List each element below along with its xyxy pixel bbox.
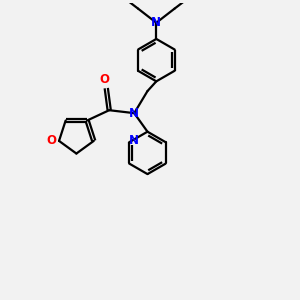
Text: N: N	[128, 134, 139, 147]
Text: O: O	[46, 134, 56, 147]
Text: N: N	[151, 16, 161, 29]
Text: O: O	[100, 73, 110, 86]
Text: N: N	[129, 106, 139, 120]
